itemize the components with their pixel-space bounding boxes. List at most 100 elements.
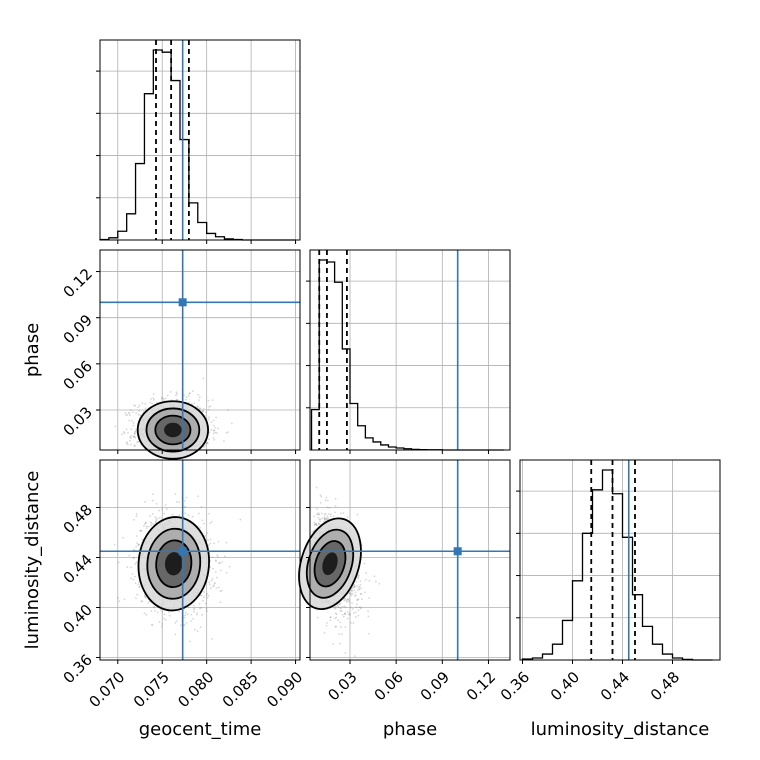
sample-point xyxy=(209,522,212,525)
sample-point xyxy=(355,616,357,618)
sample-point xyxy=(122,431,125,433)
sample-point xyxy=(130,428,133,430)
sample-point xyxy=(207,418,210,421)
sample-point xyxy=(188,640,191,643)
sample-point xyxy=(209,405,212,408)
sample-point xyxy=(114,425,117,428)
sample-point xyxy=(328,506,331,509)
sample-point xyxy=(340,610,343,612)
sample-point xyxy=(326,517,328,519)
sample-point xyxy=(212,437,215,439)
sample-point xyxy=(145,521,147,524)
sample-point xyxy=(341,605,344,608)
sample-point xyxy=(219,569,222,572)
sample-point xyxy=(197,394,199,396)
sample-point xyxy=(202,377,205,380)
sample-point xyxy=(156,611,159,614)
sample-point xyxy=(212,419,215,422)
sample-point xyxy=(335,625,337,628)
sample-point xyxy=(150,610,153,613)
sample-point xyxy=(162,397,165,400)
sample-point xyxy=(183,624,186,626)
sample-point xyxy=(153,606,156,609)
sample-point xyxy=(137,406,140,409)
sample-point xyxy=(368,632,371,635)
sample-point xyxy=(356,598,359,601)
y-tick-label-phase: 0.03 xyxy=(60,403,96,439)
sample-point xyxy=(358,585,361,588)
sample-point xyxy=(318,518,321,521)
sample-point xyxy=(354,586,356,588)
gridlines-1-1 xyxy=(349,250,489,450)
sample-point xyxy=(204,602,207,605)
sample-point xyxy=(138,585,141,588)
sample-point xyxy=(225,541,228,544)
sample-point xyxy=(358,587,361,590)
sample-point xyxy=(199,607,201,610)
sample-point xyxy=(358,588,361,591)
sample-point xyxy=(141,600,143,603)
sample-point xyxy=(223,440,225,442)
panel-geocent_time-luminosity_distance xyxy=(99,459,301,661)
sample-point xyxy=(349,606,352,609)
sample-point xyxy=(175,500,178,503)
sample-point xyxy=(338,633,340,636)
sample-point xyxy=(143,595,146,598)
sample-point xyxy=(212,432,215,435)
sample-point xyxy=(132,435,135,438)
sample-point xyxy=(315,523,318,526)
sample-point xyxy=(316,507,319,510)
sample-point xyxy=(151,402,153,405)
sample-point xyxy=(138,409,141,412)
sample-point xyxy=(144,407,147,410)
sample-point xyxy=(163,617,165,620)
sample-point xyxy=(154,516,157,519)
sample-point xyxy=(202,407,205,410)
sample-point xyxy=(154,521,157,523)
sample-point xyxy=(337,605,340,608)
sample-point xyxy=(378,582,381,585)
sample-point xyxy=(219,601,222,604)
sample-point xyxy=(185,622,188,624)
sample-point xyxy=(346,516,349,519)
sample-point xyxy=(214,571,217,573)
sample-point xyxy=(208,543,211,546)
sample-point xyxy=(131,411,134,413)
sample-point xyxy=(357,574,360,576)
sample-point xyxy=(225,571,228,574)
sample-point xyxy=(144,403,147,405)
sample-point xyxy=(175,398,178,401)
y-tick-label-luminosity_distance: 0.44 xyxy=(60,551,96,587)
sample-point xyxy=(145,613,148,616)
sample-point xyxy=(351,592,354,595)
sample-point xyxy=(325,496,328,499)
sample-point xyxy=(213,583,216,585)
sample-point xyxy=(339,610,342,612)
sample-point xyxy=(176,392,178,395)
sample-point xyxy=(239,518,242,521)
density-contour xyxy=(322,552,338,576)
sample-point xyxy=(134,562,137,565)
sample-point xyxy=(356,599,359,602)
sample-point xyxy=(199,626,202,629)
sample-point xyxy=(207,399,210,402)
sample-point xyxy=(336,604,339,606)
sample-point xyxy=(205,610,208,612)
sample-point xyxy=(188,606,190,609)
sample-point xyxy=(225,431,228,434)
sample-point xyxy=(340,626,342,628)
sample-point xyxy=(327,517,330,520)
sample-point xyxy=(198,396,201,399)
y-tick-label-luminosity_distance: 0.40 xyxy=(60,601,96,637)
sample-point xyxy=(318,523,321,526)
sample-point xyxy=(203,596,205,599)
sample-point xyxy=(357,598,360,601)
sample-point xyxy=(315,486,318,489)
sample-point xyxy=(193,610,195,613)
sample-point xyxy=(373,575,376,578)
sample-point xyxy=(149,515,151,517)
sample-point xyxy=(149,521,152,524)
sample-point xyxy=(214,559,217,562)
sample-point xyxy=(313,521,316,524)
